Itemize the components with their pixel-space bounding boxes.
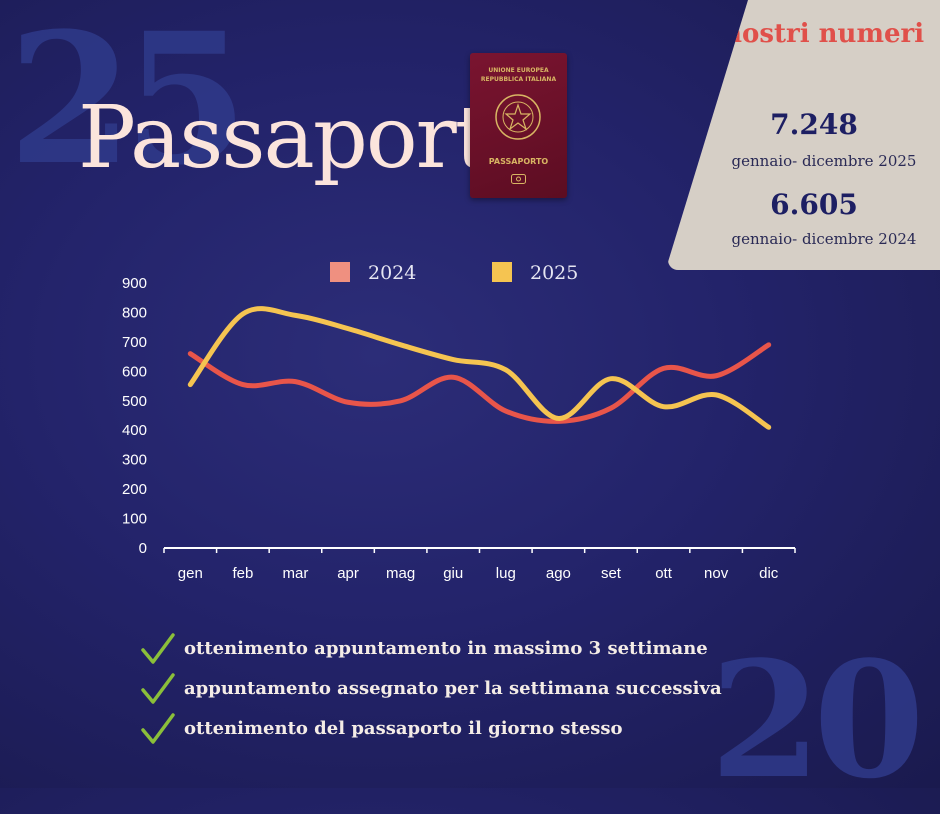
x-tick-label: set bbox=[601, 565, 622, 582]
x-tick-label: feb bbox=[232, 565, 253, 582]
legend-label-2024: 2024 bbox=[368, 262, 417, 284]
x-tick-label: nov bbox=[704, 565, 729, 582]
page-title: Passaporti bbox=[78, 88, 515, 188]
x-tick-label: dic bbox=[759, 565, 779, 582]
legend-item-2024: 2024 bbox=[330, 262, 416, 284]
y-tick-label: 200 bbox=[122, 481, 147, 498]
emblem-icon bbox=[495, 94, 541, 140]
x-tick-label: lug bbox=[496, 565, 516, 582]
checkmark-icon bbox=[141, 713, 175, 744]
legend-swatch-2025 bbox=[492, 262, 512, 282]
y-tick-label: 900 bbox=[122, 275, 147, 292]
feature-text: ottenimento del passaporto il giorno ste… bbox=[184, 718, 623, 739]
y-tick-label: 100 bbox=[122, 511, 147, 528]
y-tick-label: 0 bbox=[139, 540, 147, 557]
checkmark-icon bbox=[141, 673, 175, 704]
checkmark-icon bbox=[141, 633, 175, 664]
passport-cover-image: UNIONE EUROPEA REPUBBLICA ITALIANA PASSA… bbox=[470, 53, 567, 198]
stat-label-2024: gennaio- dicembre 2024 bbox=[731, 230, 917, 248]
x-tick-label: mar bbox=[283, 565, 309, 582]
x-tick-label: giu bbox=[443, 565, 463, 582]
y-tick-label: 400 bbox=[122, 422, 147, 439]
background-number-20: 20 bbox=[710, 626, 925, 814]
line-chart: 0 100 200 300 400 500 600 700 800 900 gen feb mar apr… bbox=[122, 275, 779, 582]
series-line-2024 bbox=[187, 342, 772, 424]
x-tick-label: ago bbox=[546, 565, 571, 582]
stat-value-2024: 6.605 bbox=[770, 188, 858, 221]
x-tick-label: mag bbox=[386, 565, 415, 582]
passport-label: PASSAPORTO bbox=[488, 157, 549, 166]
x-tick-label: apr bbox=[337, 565, 359, 582]
y-tick-label: 300 bbox=[122, 452, 147, 469]
stat-label-2025: gennaio- dicembre 2025 bbox=[731, 152, 917, 170]
stat-value-2025: 7.248 bbox=[770, 108, 858, 141]
x-tick-label: ott bbox=[655, 565, 673, 582]
passport-line2: REPUBBLICA ITALIANA bbox=[480, 76, 557, 83]
series-line-2025 bbox=[187, 306, 772, 430]
x-tick-label: gen bbox=[178, 565, 203, 582]
passport-line1: UNIONE EUROPEA bbox=[488, 67, 549, 74]
y-tick-label: 500 bbox=[122, 393, 147, 410]
biometric-chip-icon bbox=[511, 174, 526, 184]
feature-text: appuntamento assegnato per la settimana … bbox=[184, 678, 722, 699]
feature-text: ottenimento appuntamento in massimo 3 se… bbox=[184, 638, 708, 659]
y-tick-label: 700 bbox=[122, 334, 147, 351]
y-tick-label: 600 bbox=[122, 363, 147, 380]
y-tick-label: 800 bbox=[122, 304, 147, 321]
legend-swatch-2024 bbox=[330, 262, 350, 282]
background-number-25: 25 bbox=[8, 0, 248, 205]
legend-item-2025: 2025 bbox=[492, 262, 578, 284]
legend-label-2025: 2025 bbox=[530, 262, 579, 284]
